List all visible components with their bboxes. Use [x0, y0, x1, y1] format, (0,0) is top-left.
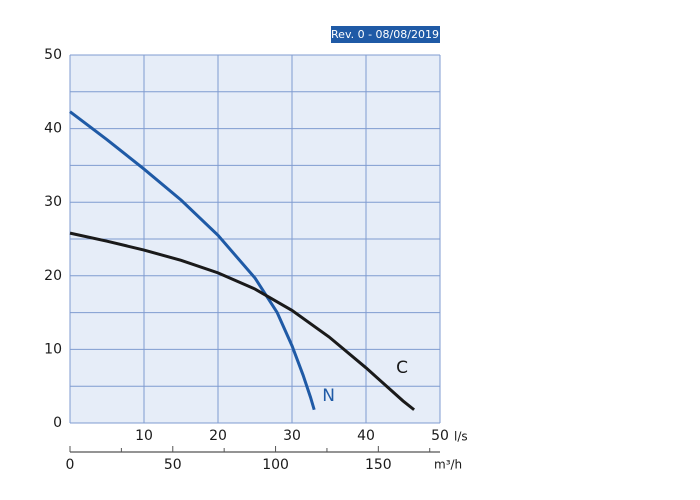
y-tick-label: 40: [44, 121, 62, 137]
badge: Rev. 0 - 08/08/2019: [331, 28, 439, 41]
x-tick-label: 20: [209, 428, 227, 444]
y-tick-label: 20: [44, 268, 62, 284]
x2-tick-label: 50: [164, 457, 182, 473]
y-tick-label: 0: [53, 415, 62, 431]
x2-tick-label: 0: [66, 457, 75, 473]
x2-tick-label: 150: [365, 457, 392, 473]
x-tick-label: 40: [357, 428, 375, 444]
curve: [69, 231, 416, 411]
x2-tick-label: 100: [262, 457, 289, 473]
y-tick-label: 10: [44, 341, 62, 357]
x-tick-label: 30: [283, 428, 301, 444]
x-tick-label: 50: [431, 428, 449, 444]
y-tick-label: 30: [44, 194, 62, 210]
series-label: N: [322, 386, 335, 406]
curve: [69, 110, 316, 411]
x2-axis-label: m³/h: [434, 458, 462, 472]
x-tick-label: 10: [135, 428, 153, 444]
y-tick-label: 50: [44, 47, 62, 63]
badge-box: [331, 26, 440, 43]
series-label: C: [396, 358, 408, 378]
x-axis-label: l/s: [454, 430, 468, 444]
